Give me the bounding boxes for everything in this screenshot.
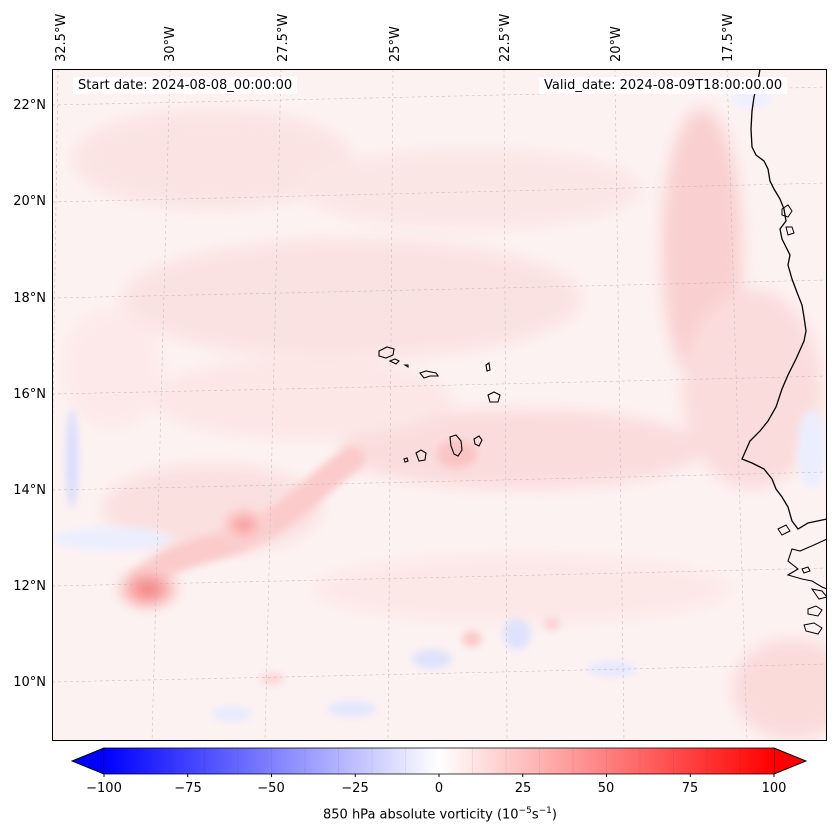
field-patch <box>62 309 162 429</box>
lat-label-14n: 14°N <box>13 483 46 498</box>
lat-label-10n: 10°N <box>13 675 46 690</box>
colorbar-ticks <box>103 774 775 777</box>
colorbar-title-end: ) <box>551 807 557 823</box>
negative-patch <box>212 706 252 722</box>
vortex-primary <box>108 561 188 617</box>
negative-patch <box>327 701 377 717</box>
coastal-island <box>810 588 827 600</box>
vorticity-streak <box>260 673 284 685</box>
vortex-secondary <box>214 501 274 549</box>
coastal-island <box>781 204 793 218</box>
valid-date-label: Valid_date: 2024-08-09T18:00:00.00 <box>539 77 788 94</box>
colorbar-min-extend <box>70 747 105 775</box>
negative-patch <box>732 89 772 109</box>
colorbar-title-mid: s <box>531 807 539 823</box>
field-patch <box>682 289 822 489</box>
gridline-lon <box>614 69 625 741</box>
vorticity-map <box>52 69 827 741</box>
field-patch <box>122 239 582 359</box>
gridline-lat <box>52 279 827 299</box>
lat-label-12n: 12°N <box>13 579 46 594</box>
island-brava <box>403 457 409 463</box>
island-sao-vicente <box>388 358 400 365</box>
gridline-lat <box>52 567 827 587</box>
gridline-lat <box>52 375 827 395</box>
colorbar-steps <box>137 748 741 774</box>
island-sao-nicolau <box>419 370 440 379</box>
colorbar-tick-label: 25 <box>514 781 532 796</box>
gridline-lat <box>52 663 827 683</box>
colorbar-tick-label: −100 <box>86 781 122 796</box>
colorbar-max-extend <box>773 747 808 775</box>
colorbar-tick-label: 100 <box>761 781 787 796</box>
colorbar <box>70 747 808 777</box>
start-date-label: Start date: 2024-08-08_00:00:00 <box>73 77 298 94</box>
island-santa-luzia <box>403 364 409 369</box>
island-boa-vista <box>487 391 501 403</box>
vorticity-streak <box>462 631 482 647</box>
island-sal <box>485 362 491 372</box>
island-maio <box>473 435 483 447</box>
field-patch <box>302 149 642 229</box>
lon-label-30w: 30°W <box>163 26 178 62</box>
lon-label-27-5w: 27.5°W <box>276 13 291 62</box>
island-santo-antao <box>378 346 395 359</box>
coastal-island <box>807 605 823 617</box>
gridline-lat <box>52 471 827 491</box>
african-coastline <box>741 69 827 530</box>
coastal-island <box>803 622 823 635</box>
lat-label-20n: 20°N <box>13 194 46 209</box>
field-patch <box>312 554 732 624</box>
coastal-island <box>777 524 791 536</box>
field-patch <box>152 359 452 439</box>
negative-patch <box>797 409 827 489</box>
colorbar-tick-label: 0 <box>434 781 444 796</box>
island-fogo <box>415 449 427 462</box>
negative-patch <box>66 409 78 509</box>
island-santiago <box>449 434 463 457</box>
colorbar-tick-label: 75 <box>681 781 699 796</box>
gridline-lat <box>52 182 827 203</box>
island-wake <box>437 440 477 468</box>
lat-label-18n: 18°N <box>13 291 46 306</box>
colorbar-tick-label: −75 <box>174 781 202 796</box>
colorbar-title-exp1: −5 <box>518 806 532 816</box>
gridline-lon <box>503 69 508 741</box>
negative-patch <box>52 527 172 551</box>
gridline-lon <box>264 69 282 741</box>
colorbar-title: 850 hPa absolute vorticity (10−5s−1) <box>240 806 640 822</box>
lon-label-25w: 25°W <box>388 26 403 62</box>
colorbar-gradient <box>104 748 774 774</box>
colorbar-tick-label: −50 <box>257 781 285 796</box>
lon-label-32-5w: 32.5°W <box>54 13 69 62</box>
map-frame <box>52 69 827 741</box>
colorbar-title-exp2: −1 <box>538 806 552 816</box>
coastal-island <box>801 566 811 574</box>
lon-label-20w: 20°W <box>609 26 624 62</box>
field-patch <box>732 639 827 739</box>
negative-patch <box>412 649 452 669</box>
colorbar-tick-label: 50 <box>597 781 615 796</box>
negative-patch <box>587 661 637 677</box>
field-patch <box>72 109 352 209</box>
negative-patch <box>503 618 531 650</box>
gridline-lon <box>387 69 394 741</box>
lon-label-22-5w: 22.5°W <box>498 13 513 62</box>
gridline-lon <box>151 69 171 741</box>
lon-label-17-5w: 17.5°W <box>721 13 736 62</box>
vorticity-streak <box>544 618 560 630</box>
colorbar-tick-label: −25 <box>341 781 369 796</box>
african-coastline-south <box>786 538 827 590</box>
coastal-island <box>785 226 795 236</box>
field-patch <box>342 409 702 489</box>
lat-label-22n: 22°N <box>13 98 46 113</box>
gridline-lon <box>726 69 748 741</box>
colorbar-title-main: 850 hPa absolute vorticity (10 <box>323 807 519 823</box>
lat-label-16n: 16°N <box>13 387 46 402</box>
